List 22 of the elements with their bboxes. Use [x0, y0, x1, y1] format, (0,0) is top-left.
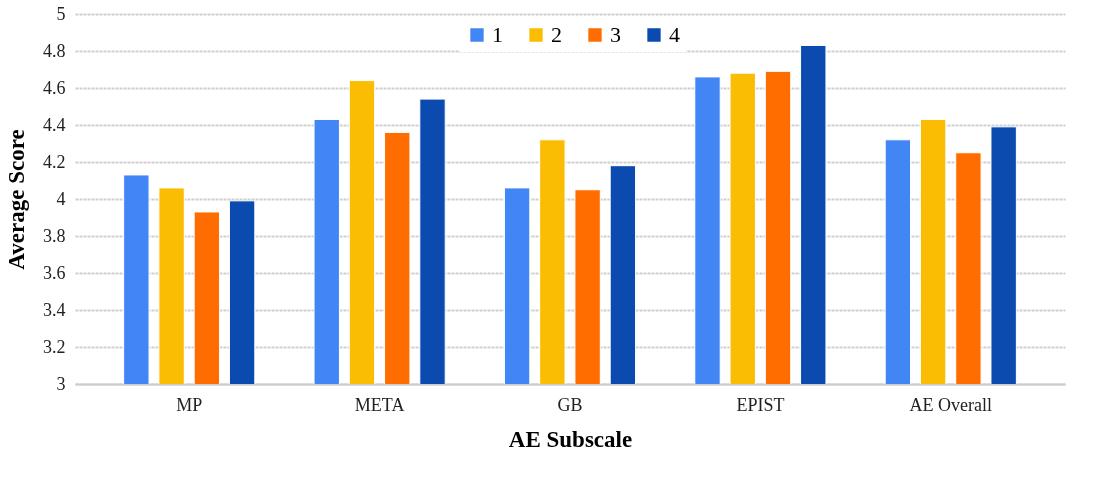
y-axis-title: Average Score [4, 129, 29, 270]
y-tick-label: 4.2 [43, 151, 66, 172]
y-tick-label: 4 [56, 188, 66, 209]
y-tick-label: 3.4 [43, 299, 66, 320]
y-tick-label: 4.4 [43, 114, 66, 135]
y-tick-label: 4.6 [43, 77, 66, 98]
y-tick-label: 5 [56, 3, 66, 24]
x-tick-label: GB [557, 394, 583, 415]
legend-label: 4 [669, 22, 680, 47]
legend-label: 3 [610, 22, 621, 47]
y-tick-label: 3.2 [43, 336, 66, 357]
x-axis-title: AE Subscale [508, 426, 633, 452]
y-tick-label: 3.8 [43, 225, 66, 246]
x-tick-label: AE Overall [909, 394, 992, 415]
y-tick-label: 4.8 [43, 40, 66, 61]
legend-label: 1 [492, 22, 503, 47]
x-tick-label: MP [176, 394, 203, 415]
legend-label: 2 [551, 22, 562, 47]
y-tick-label: 3.6 [43, 262, 66, 283]
x-tick-label: META [354, 394, 405, 415]
y-tick-label: 3 [56, 373, 66, 394]
x-tick-label: EPIST [736, 394, 785, 415]
